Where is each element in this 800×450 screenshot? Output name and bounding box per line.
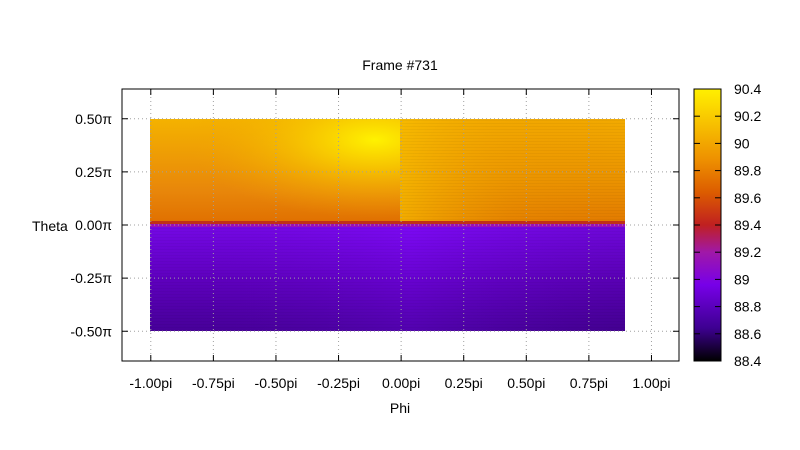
boundary-band-red xyxy=(150,221,625,224)
y-axis-label: Theta xyxy=(32,218,68,234)
chart-title: Frame #731 xyxy=(362,57,438,73)
colorbar: 90.4 90.2 90 89.8 89.6 89.4 89.2 89 88.8 88.6 88.4 xyxy=(693,81,761,369)
colorbar-tick-label: 88.6 xyxy=(734,326,761,342)
colorbar-tick-label: 90.2 xyxy=(734,108,761,124)
grid-lines xyxy=(122,89,679,361)
colorbar-tick-label: 88.8 xyxy=(734,299,761,315)
y-tick-label: -0.25π xyxy=(70,270,112,286)
y-tick-label: 0.25π xyxy=(75,164,112,180)
boundary-band-magenta xyxy=(150,224,625,227)
x-tick-label: -0.25pi xyxy=(317,375,360,391)
colorbar-tick-label: 89.8 xyxy=(734,163,761,179)
x-axis-label: Phi xyxy=(390,400,410,416)
y-axis-ticks: 0.50π 0.25π 0.00π -0.25π -0.50π xyxy=(70,111,679,339)
x-tick-label: -0.75pi xyxy=(192,375,235,391)
colorbar-ticks: 90.4 90.2 90 89.8 89.6 89.4 89.2 89 88.8 88.6 88.4 xyxy=(694,81,761,369)
y-tick-label: -0.50π xyxy=(70,323,112,339)
colorbar-tick-label: 89 xyxy=(734,271,750,287)
x-tick-label: 1.00pi xyxy=(632,375,670,391)
x-tick-label: 0.25pi xyxy=(445,375,483,391)
colorbar-tick-label: 90.4 xyxy=(734,81,761,97)
y-tick-label: 0.00π xyxy=(75,217,112,233)
region-upper-left-hotspot xyxy=(150,119,400,223)
y-tick-label: 0.50π xyxy=(75,111,112,127)
colorbar-tick-label: 89.4 xyxy=(734,217,761,233)
region-lower-stripes xyxy=(150,227,625,331)
heatmap-regions xyxy=(150,119,625,331)
region-upper-right-stripes xyxy=(400,119,625,223)
x-axis-ticks: -1.00pi -0.75pi -0.50pi -0.25pi 0.00pi 0.25pi… xyxy=(129,89,671,391)
x-tick-label: 0.50pi xyxy=(507,375,545,391)
colorbar-tick-label: 89.2 xyxy=(734,244,761,260)
colorbar-tick-label: 89.6 xyxy=(734,190,761,206)
x-tick-label: 0.75pi xyxy=(570,375,608,391)
x-tick-label: -1.00pi xyxy=(129,375,172,391)
colorbar-tick-label: 88.4 xyxy=(734,353,761,369)
colorbar-tick-label: 90 xyxy=(734,135,750,151)
x-tick-label: -0.50pi xyxy=(255,375,298,391)
x-tick-label: 0.00pi xyxy=(382,375,420,391)
